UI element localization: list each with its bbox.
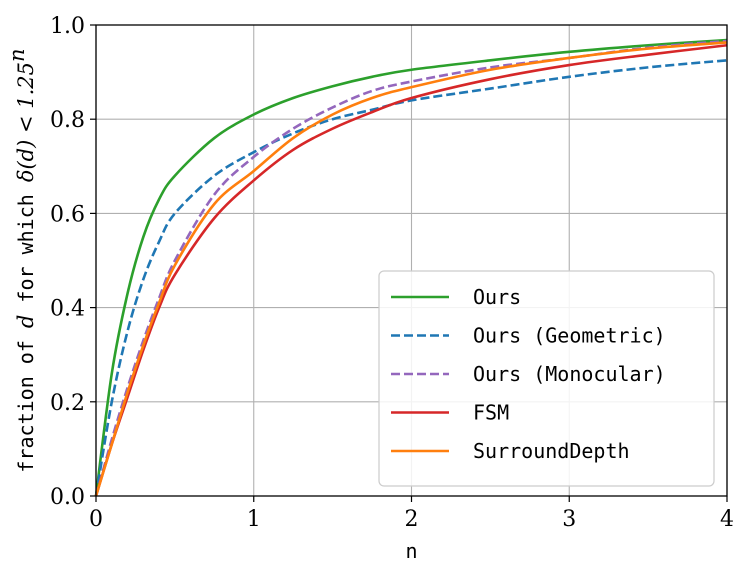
ticks: 0 1 2 3 4 0.0 0.2 0.4 0.6 0.8 1.0 [50, 14, 734, 532]
y-axis-label-exp: n [5, 48, 29, 62]
series-line-surrounddepth [94, 41, 728, 497]
y-axis-label-math: δ(d) < 1.25 [14, 62, 38, 182]
y-axis-label-d: d [14, 315, 38, 328]
series-lines [94, 38, 728, 497]
x-axis-label: n [405, 539, 417, 563]
series-line-fsm [94, 43, 728, 497]
legend-box [378, 270, 715, 487]
legend-label: Ours (Monocular) [473, 362, 666, 386]
y-tick-label: 0.6 [50, 202, 85, 227]
legend-label: SurroundDepth [473, 439, 630, 463]
legend-label: Ours (Geometric) [473, 324, 666, 348]
y-tick-label: 0.4 [50, 297, 85, 322]
y-tick-label: 0.2 [50, 391, 85, 416]
x-tick-label: 2 [405, 507, 419, 532]
x-tick-label: 4 [720, 507, 734, 532]
y-tick-label: 0.8 [50, 108, 85, 133]
y-axis-label-middle: for which [14, 182, 38, 314]
y-axis-label: fraction of d for which δ(d) < 1.25n [5, 48, 38, 472]
y-tick-label: 0.0 [50, 485, 85, 510]
series-line-ours [94, 38, 728, 497]
x-tick-label: 1 [247, 507, 261, 532]
x-tick-label: 0 [89, 507, 103, 532]
legend-label: FSM [473, 401, 509, 425]
x-tick-label: 3 [562, 507, 576, 532]
y-tick-label: 1.0 [50, 14, 85, 39]
legend-label: Ours [473, 285, 521, 309]
y-axis-label-prefix: fraction of [14, 328, 38, 473]
legend: Ours Ours (Geometric) Ours (Monocular) FSM S… [378, 270, 715, 487]
